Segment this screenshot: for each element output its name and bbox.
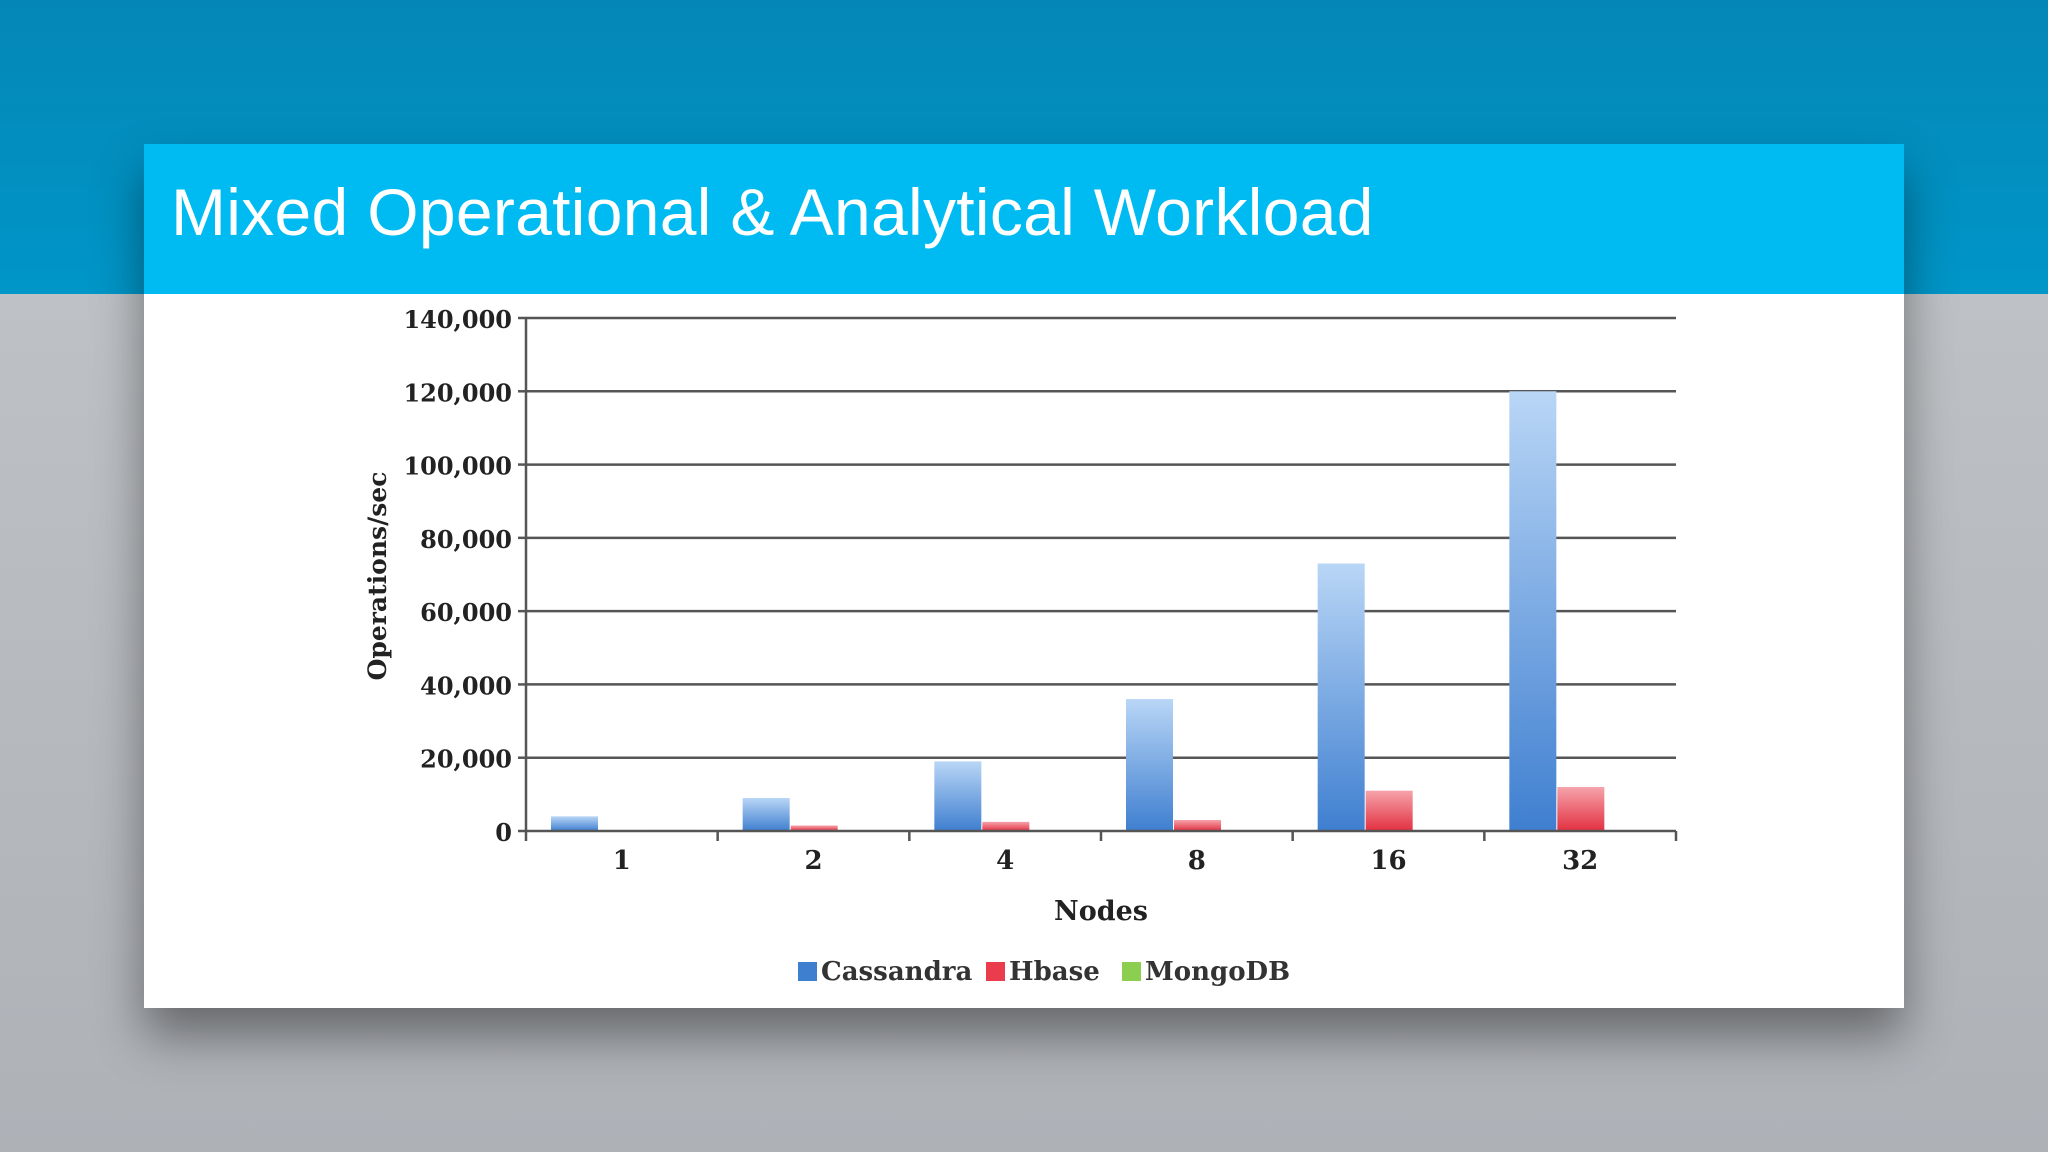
y-tick-label: 140,000: [403, 305, 512, 334]
legend-label-cassandra: Cassandra: [821, 957, 972, 987]
bar-cassandra-32: [1509, 391, 1557, 831]
bars: [551, 391, 1653, 831]
y-tick-label: 40,000: [420, 671, 512, 700]
bar-cassandra-8: [1126, 699, 1173, 831]
x-tick-label: 4: [996, 846, 1014, 876]
y-tick-label: 100,000: [403, 452, 512, 481]
legend-swatch-mongodb: [1122, 962, 1141, 981]
axes: [518, 316, 1678, 841]
bar-hbase-8: [1174, 820, 1221, 831]
slide-card: Mixed Operational & Analytical Workload …: [144, 144, 1904, 1008]
y-tick-label: 120,000: [403, 378, 512, 407]
title-bar: Mixed Operational & Analytical Workload: [144, 144, 1904, 294]
x-tick-label: 2: [804, 846, 822, 876]
bar-hbase-32: [1557, 787, 1605, 831]
x-tick-label: 16: [1370, 846, 1406, 876]
y-tick-label: 0: [495, 818, 512, 847]
bar-cassandra-4: [934, 761, 982, 831]
legend-swatch-hbase: [986, 962, 1005, 981]
x-tick-label: 8: [1188, 846, 1206, 876]
legend-label-mongodb: MongoDB: [1145, 957, 1290, 987]
bar-hbase-2: [790, 825, 838, 831]
slide-title: Mixed Operational & Analytical Workload: [171, 175, 1374, 249]
bar-chart: 0 20,000 40,000 60,000 80,000 100,000 120,000 1…: [363, 305, 1678, 987]
gridlines: [526, 316, 1676, 759]
labels: 0 20,000 40,000 60,000 80,000 100,000 120,000 1…: [363, 305, 1598, 927]
bar-cassandra-2: [742, 798, 790, 831]
x-tick-label: 1: [613, 846, 631, 876]
x-axis-title: Nodes: [1054, 896, 1148, 927]
y-axis-title: Operations/sec: [363, 472, 392, 681]
y-tick-label: 20,000: [420, 745, 512, 774]
legend: Cassandra Hbase MongoDB: [798, 957, 1290, 987]
x-tick-label: 32: [1562, 846, 1598, 876]
bar-hbase-4: [982, 821, 1030, 831]
legend-swatch-cassandra: [798, 962, 817, 981]
bar-hbase-16: [1365, 790, 1413, 831]
y-tick-label: 80,000: [420, 525, 512, 554]
legend-label-hbase: Hbase: [1009, 957, 1100, 987]
bar-cassandra-1: [551, 816, 598, 831]
bar-cassandra-16: [1317, 563, 1365, 831]
y-tick-label: 60,000: [420, 598, 512, 627]
